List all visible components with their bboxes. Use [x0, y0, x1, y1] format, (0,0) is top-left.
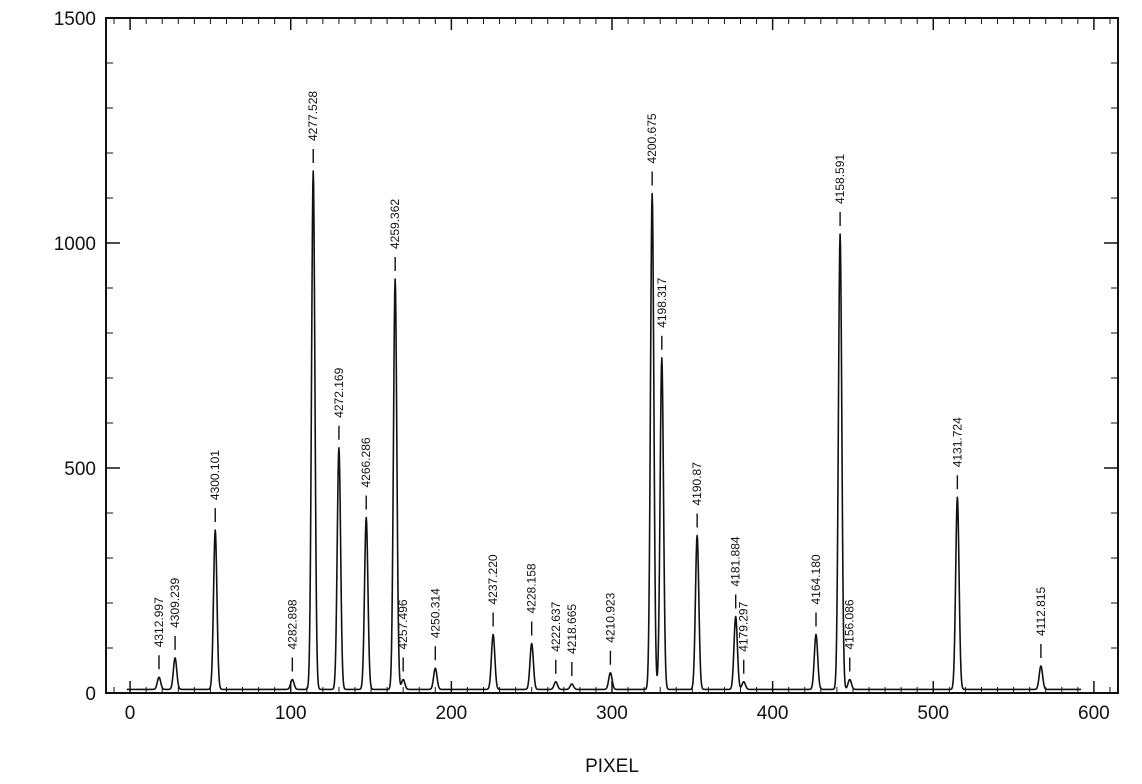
peak-label: 4210.923	[603, 592, 617, 642]
peak-label: 4156.086	[843, 599, 857, 649]
peak-label: 4277.528	[306, 91, 320, 141]
peak-label: 4190.87	[690, 462, 704, 506]
peak-label: 4158.591	[833, 154, 847, 204]
y-tick-label: 500	[64, 459, 96, 480]
peak-label: 4300.101	[208, 450, 222, 500]
x-tick-label: 400	[757, 703, 789, 724]
peak-label: 4222.637	[549, 601, 563, 651]
peak-label: 4237.220	[486, 554, 500, 604]
peak-label: 4282.898	[285, 599, 299, 649]
peak-label: 4272.169	[332, 367, 346, 417]
peak-label: 4250.314	[428, 588, 442, 638]
x-tick-label: 100	[275, 703, 307, 724]
peak-label: 4198.317	[655, 277, 669, 327]
x-tick-label: 500	[917, 703, 949, 724]
peak-label: 4200.675	[645, 113, 659, 163]
peak-label: 4218.665	[565, 604, 579, 654]
peak-label: 4181.884	[729, 536, 743, 586]
peak-label: 4179.297	[737, 601, 751, 651]
peak-label: 4259.362	[388, 199, 402, 249]
y-tick-label: 1000	[54, 234, 96, 255]
peak-labels: 4312.997 4309.239 4300.101 4282.898 4277.528…	[152, 91, 1048, 654]
peak-label: 4112.815	[1034, 587, 1048, 636]
peak-label: 4228.158	[525, 563, 539, 613]
y-tick-label: 0	[85, 684, 96, 705]
x-tick-label: 200	[436, 703, 468, 724]
x-tick-label: 0	[125, 703, 136, 724]
x-axis-title: PIXEL	[585, 756, 639, 777]
peak-label: 4266.286	[359, 437, 373, 487]
y-axis-ticks: 0 500 1000 1500	[54, 9, 1118, 705]
peak-label: 4131.724	[950, 417, 964, 467]
peak-label: 4309.239	[168, 578, 182, 628]
y-tick-label: 1500	[54, 9, 96, 30]
x-tick-label: 300	[596, 703, 628, 724]
spectrum-line	[126, 170, 1082, 691]
x-axis-ticks: 0 100 200 300 400 500 600	[113, 18, 1111, 724]
peak-label: 4257.496	[396, 599, 410, 649]
peak-label: 4312.997	[152, 597, 166, 647]
x-tick-label: 600	[1078, 703, 1110, 724]
peak-markers	[158, 149, 1042, 676]
peak-label: 4164.180	[809, 554, 823, 604]
plot-frame	[105, 17, 1119, 694]
